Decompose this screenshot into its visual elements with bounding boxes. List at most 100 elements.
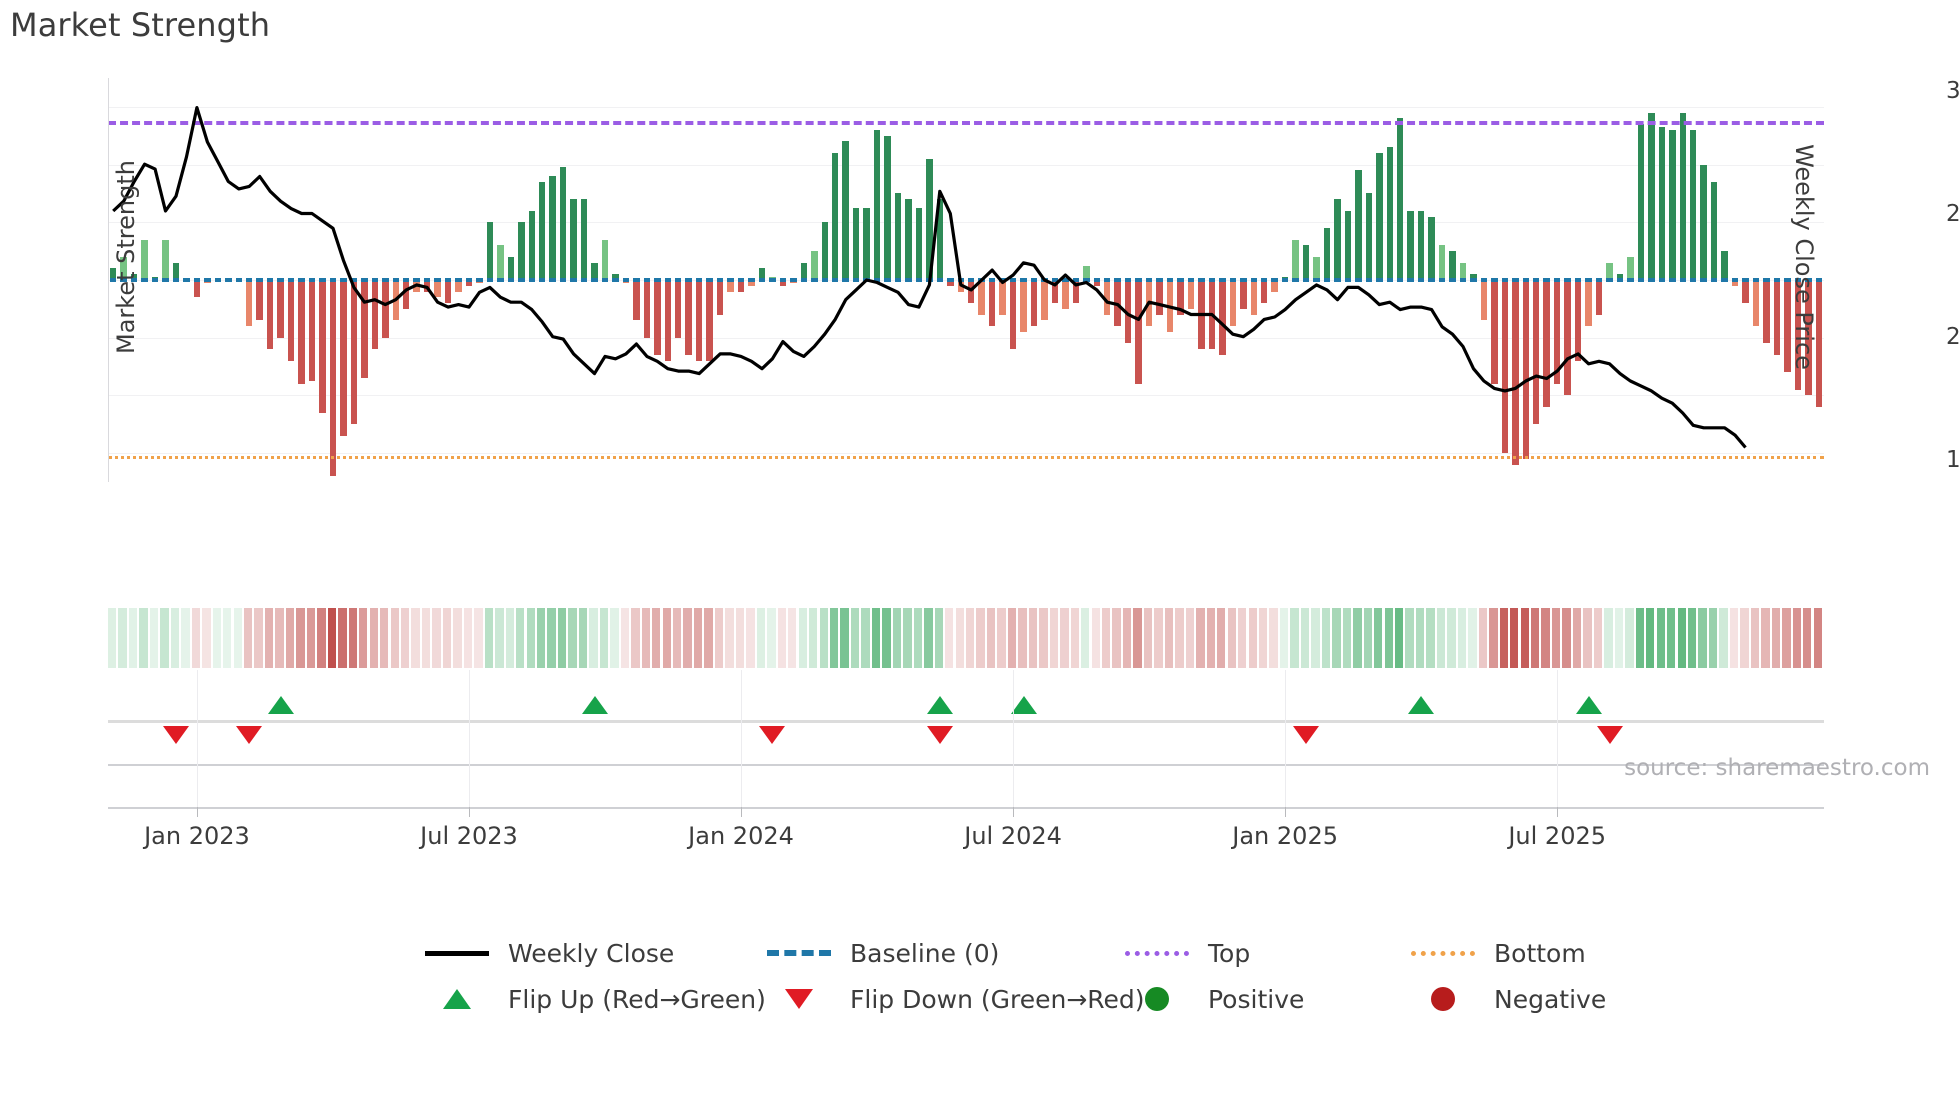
heatmap-cell xyxy=(1457,608,1467,668)
heatmap-cell xyxy=(798,608,807,668)
strength-bar xyxy=(1491,280,1498,384)
heatmap-cell xyxy=(1426,608,1435,668)
strength-bar xyxy=(654,280,661,356)
top-threshold-line xyxy=(108,121,1824,126)
heatmap-cell xyxy=(118,608,127,668)
heatmap-cell xyxy=(432,608,441,668)
baseline-marker xyxy=(486,278,494,282)
legend-item-bottom[interactable]: Bottom xyxy=(1404,930,1586,976)
heatmap-cell xyxy=(1321,608,1331,668)
strength-bar xyxy=(1470,274,1477,280)
baseline-marker xyxy=(1428,278,1435,282)
strength-bar xyxy=(1679,112,1686,280)
heatmap-cell xyxy=(673,608,682,668)
strength-bar xyxy=(1062,280,1069,309)
heatmap-cell xyxy=(139,608,148,668)
baseline-marker xyxy=(162,278,169,282)
baseline-marker xyxy=(1334,278,1341,282)
gridline xyxy=(108,164,1824,166)
heatmap-cell xyxy=(1750,608,1760,668)
heatmap-cell xyxy=(557,608,567,668)
heatmap-cell xyxy=(212,608,221,668)
baseline-marker xyxy=(967,278,975,282)
heatmap-cell xyxy=(1593,608,1603,668)
strength-bar xyxy=(486,222,494,280)
flip-down-marker xyxy=(1596,726,1623,744)
legend-item-positive[interactable]: Positive xyxy=(1118,976,1304,1022)
baseline-marker xyxy=(1219,278,1226,282)
baseline-marker xyxy=(758,278,766,282)
heatmap-cell xyxy=(882,608,891,668)
strength-bar xyxy=(287,280,295,361)
heatmap-cell xyxy=(1489,608,1498,668)
strength-bar xyxy=(1104,280,1111,315)
top-dotted-icon xyxy=(1118,938,1196,968)
legend-item-baseline[interactable]: Baseline (0) xyxy=(760,930,999,976)
heatmap-cell xyxy=(1562,608,1571,668)
heatmap-cell xyxy=(1248,608,1257,668)
strength-bar xyxy=(1229,280,1237,327)
heatmap-cell xyxy=(547,608,556,668)
baseline-marker xyxy=(1376,278,1383,282)
x-axis-tick xyxy=(468,807,470,817)
strength-bar xyxy=(894,193,902,280)
heatmap-cell xyxy=(1185,608,1195,668)
strength-bar xyxy=(1030,280,1038,327)
baseline-marker xyxy=(350,278,358,282)
baseline-marker xyxy=(204,278,211,282)
heatmap-cell xyxy=(1300,608,1310,668)
baseline-marker xyxy=(1313,278,1320,282)
strength-bar xyxy=(1763,280,1770,344)
strength-bar xyxy=(1512,280,1519,465)
baseline-marker xyxy=(1135,278,1142,282)
baseline-marker xyxy=(497,278,504,282)
legend-item-flip-down[interactable]: Flip Down (Green→Red) xyxy=(760,976,1145,1022)
baseline-marker xyxy=(1250,278,1257,282)
baseline-marker xyxy=(915,278,923,282)
heatmap-cell xyxy=(359,608,368,668)
strength-bar xyxy=(1407,210,1414,280)
strength-bar xyxy=(1805,280,1812,396)
heatmap-cell xyxy=(861,608,870,668)
legend-item-top[interactable]: Top xyxy=(1118,930,1250,976)
baseline-marker xyxy=(1240,278,1247,282)
baseline-marker xyxy=(1742,278,1749,282)
bottom-threshold-line xyxy=(108,456,1824,460)
legend-item-weekly-close[interactable]: Weekly Close xyxy=(418,930,674,976)
flip-down-marker xyxy=(926,726,953,744)
strength-bar xyxy=(277,280,284,338)
legend-item-negative[interactable]: Negative xyxy=(1404,976,1606,1022)
heatmap-cell xyxy=(1143,608,1153,668)
heatmap-cell xyxy=(578,608,588,668)
legend-item-flip-up[interactable]: Flip Up (Red→Green) xyxy=(418,976,766,1022)
heatmap-cell xyxy=(662,608,671,668)
heatmap-cell xyxy=(1217,608,1226,668)
baseline-marker xyxy=(1072,278,1080,282)
baseline-marker xyxy=(1627,278,1634,282)
strength-bar xyxy=(863,207,870,280)
baseline-marker xyxy=(1470,278,1477,282)
heatmap-cell xyxy=(484,608,494,668)
heatmap-cell xyxy=(1614,608,1624,668)
heatmap-cell xyxy=(1395,608,1404,668)
heatmap-cell xyxy=(1279,608,1289,668)
x-axis-panel: Jan 2023 Jul 2023 Jan 2024 Jul 2024 Jan 2025… xyxy=(108,670,1824,850)
baseline-marker xyxy=(1459,278,1467,282)
heatmap-cell xyxy=(1154,608,1163,668)
baseline-marker xyxy=(1805,278,1812,282)
heatmap-cell xyxy=(1227,608,1236,668)
x-axis-tick xyxy=(1557,807,1559,817)
heatmap-cell xyxy=(1551,608,1561,668)
legend-row: Flip Up (Red→Green) Flip Down (Green→Red)… xyxy=(0,976,1960,1022)
heatmap-cell xyxy=(631,608,640,668)
heatmap-cell xyxy=(1332,608,1341,668)
strength-bar xyxy=(1553,280,1561,384)
heatmap-cell xyxy=(1531,608,1540,668)
strength-bar xyxy=(1156,280,1163,315)
heatmap-cell xyxy=(903,608,912,668)
strength-bar xyxy=(936,199,944,280)
strength-bar xyxy=(633,280,640,321)
heatmap-cell xyxy=(390,608,399,668)
heatmap-cell xyxy=(1363,608,1372,668)
strength-bar xyxy=(1574,280,1582,361)
